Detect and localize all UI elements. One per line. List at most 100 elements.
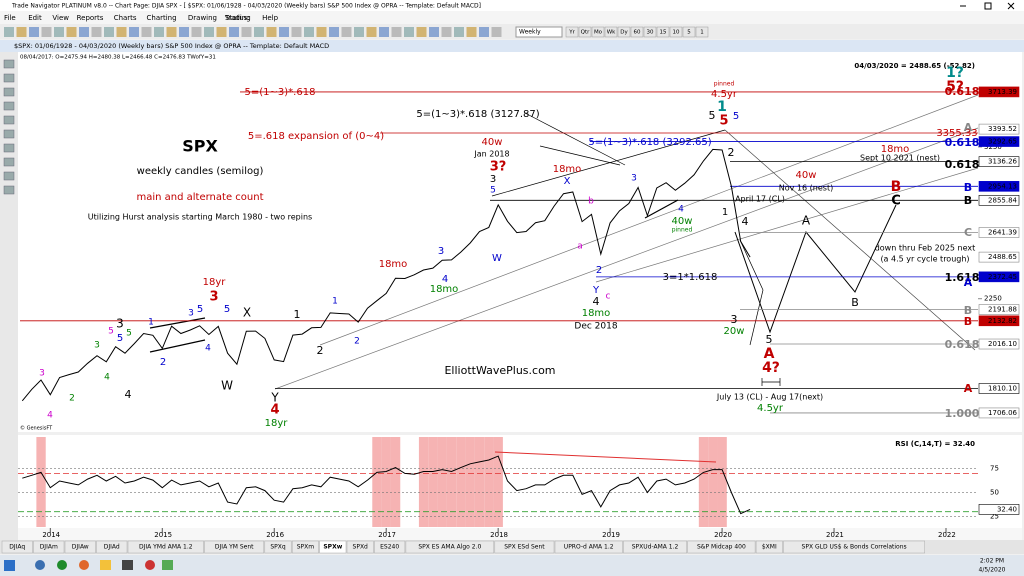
toolbar-button[interactable] [669, 26, 683, 38]
toolbar-icon[interactable] [179, 27, 189, 37]
taskbar-app[interactable] [162, 560, 173, 570]
tab[interactable] [405, 540, 495, 554]
toolbar-icon[interactable] [304, 27, 314, 37]
toolbar-icon[interactable] [4, 27, 14, 37]
toolbar-button[interactable] [643, 26, 657, 38]
taskbar-app[interactable] [145, 560, 155, 570]
toolbar-icon[interactable] [441, 27, 452, 37]
toolbar-button[interactable] [578, 26, 592, 38]
menu-item[interactable]: Drawing [188, 14, 217, 22]
taskbar-app[interactable] [57, 560, 67, 570]
toolbar-icon[interactable] [479, 27, 489, 37]
toolbar-icon[interactable] [166, 27, 177, 37]
tab[interactable] [623, 540, 687, 554]
toolbar-icon[interactable] [379, 27, 389, 37]
toolbar-icon[interactable] [366, 27, 377, 37]
tool[interactable] [3, 157, 15, 167]
toolbar-button[interactable] [682, 26, 696, 38]
start-button[interactable] [4, 560, 15, 571]
taskbar-app[interactable] [122, 560, 133, 570]
tab[interactable] [96, 540, 128, 554]
toolbar-icon[interactable] [66, 27, 77, 37]
toolbar-button[interactable] [656, 26, 670, 38]
menu-item[interactable]: Trading [224, 14, 251, 22]
tab[interactable] [494, 540, 555, 554]
toolbar-button[interactable] [617, 26, 631, 38]
toolbar-icon[interactable] [354, 27, 364, 37]
menu-item[interactable]: Reports [77, 14, 104, 22]
taskbar-app[interactable] [100, 560, 111, 570]
toolbar-icon[interactable] [341, 27, 352, 37]
menu-item[interactable]: Charts [114, 14, 137, 22]
toolbar-button[interactable] [630, 26, 644, 38]
toolbar-icon[interactable] [79, 27, 89, 37]
menu-item[interactable]: File [4, 14, 16, 22]
toolbar-icon[interactable] [241, 27, 252, 37]
tab[interactable] [127, 540, 204, 554]
tab[interactable] [554, 540, 623, 554]
toolbar-icon[interactable] [141, 27, 152, 37]
tool[interactable] [3, 185, 15, 195]
toolbar-icon[interactable] [266, 27, 277, 37]
menu-item[interactable]: Edit [28, 14, 42, 22]
tool[interactable] [3, 143, 15, 153]
window-controls[interactable] [960, 2, 1015, 10]
tool[interactable] [3, 115, 15, 125]
toolbar-icon[interactable] [191, 27, 202, 37]
toolbar-icon[interactable] [329, 27, 339, 37]
tool[interactable] [3, 59, 15, 69]
tab[interactable] [783, 540, 925, 554]
toolbar-icon[interactable] [54, 27, 64, 37]
toolbar-icon[interactable] [491, 27, 502, 37]
toolbar-icon[interactable] [104, 27, 114, 37]
close[interactable] [1007, 2, 1015, 10]
toolbar-icon[interactable] [154, 27, 164, 37]
tab[interactable] [1, 540, 33, 554]
tab[interactable] [291, 540, 319, 554]
toolbar-icon[interactable] [91, 27, 102, 37]
toolbar-button[interactable] [591, 26, 605, 38]
toolbar-icon[interactable] [229, 27, 239, 37]
tab[interactable] [687, 540, 756, 554]
menu-item[interactable]: Help [262, 14, 279, 22]
toolbar-button[interactable] [604, 26, 618, 38]
taskbar-app[interactable] [79, 560, 89, 570]
toolbar-icon[interactable] [291, 27, 302, 37]
period-select[interactable] [515, 26, 563, 38]
tab[interactable] [755, 540, 783, 554]
toolbar-icon[interactable] [204, 27, 214, 37]
toolbar-icon[interactable] [16, 27, 27, 37]
toolbar-icon[interactable] [391, 27, 402, 37]
toolbar-icon[interactable] [416, 27, 427, 37]
menu-item[interactable]: View [52, 14, 69, 22]
menu-item[interactable]: Charting [147, 14, 177, 22]
toolbar-icon[interactable] [466, 27, 477, 37]
tool[interactable] [3, 171, 15, 181]
toolbar-icon[interactable] [254, 27, 264, 37]
toolbar-icon[interactable] [316, 27, 327, 37]
tab[interactable] [204, 540, 265, 554]
taskbar-app[interactable] [35, 560, 45, 570]
toolbar-icon[interactable] [129, 27, 139, 37]
toolbar-icon[interactable] [279, 27, 289, 37]
maximize[interactable] [984, 2, 992, 10]
toolbar-button[interactable] [565, 26, 579, 38]
tab[interactable] [33, 540, 65, 554]
tool[interactable] [3, 129, 15, 139]
tab[interactable] [374, 540, 406, 554]
toolbar-icon[interactable] [41, 27, 52, 37]
tool[interactable] [3, 101, 15, 111]
toolbar-button[interactable] [695, 26, 709, 38]
tab[interactable] [319, 540, 347, 554]
tab[interactable] [64, 540, 96, 554]
toolbar-icon[interactable] [116, 27, 127, 37]
tab[interactable] [346, 540, 374, 554]
toolbar-icon[interactable] [429, 27, 439, 37]
toolbar-icon[interactable] [404, 27, 414, 37]
toolbar-icon[interactable] [29, 27, 39, 37]
tab[interactable] [264, 540, 292, 554]
toolbar-icon[interactable] [216, 27, 227, 37]
tool[interactable] [3, 73, 15, 83]
tool[interactable] [3, 87, 15, 97]
toolbar-icon[interactable] [454, 27, 464, 37]
